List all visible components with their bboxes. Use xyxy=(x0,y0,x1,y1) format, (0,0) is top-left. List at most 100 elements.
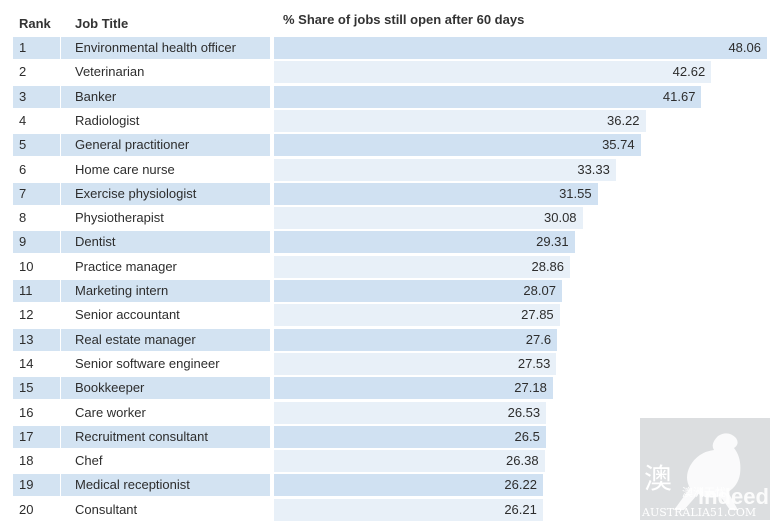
value-label: 31.55 xyxy=(559,185,592,201)
job-title-cell: Home care nurse xyxy=(75,161,175,177)
job-title-cell: Real estate manager xyxy=(61,328,270,351)
rank-cell: 9 xyxy=(13,231,60,254)
bar xyxy=(274,158,616,181)
bar xyxy=(274,377,553,400)
table-row: 18 Chef 26.38 xyxy=(0,450,775,473)
bar xyxy=(274,231,575,254)
bar xyxy=(274,401,547,424)
rank-cell: 4 xyxy=(19,112,27,128)
table-row: 11 Marketing intern 28.07 xyxy=(0,280,775,302)
rank-cell: 20 xyxy=(19,501,34,517)
rank-cell: 1 xyxy=(13,37,60,59)
table-row: 7 Exercise physiologist 31.55 xyxy=(0,182,775,205)
table-row: 15 Bookkeeper 27.18 xyxy=(0,377,775,400)
watermark-cjk-text: 澳洲无忧 xyxy=(682,485,726,499)
value-label: 26.53 xyxy=(507,404,541,420)
bar xyxy=(274,425,546,448)
job-title-cell: Exercise physiologist xyxy=(61,182,270,205)
rank-cell: 2 xyxy=(19,64,27,80)
rank-cell: 19 xyxy=(13,474,60,497)
value-label: 26.5 xyxy=(514,428,540,444)
job-title-cell: Senior software engineer xyxy=(75,355,220,371)
value-label: 33.33 xyxy=(577,161,610,177)
job-title-cell: Senior accountant xyxy=(75,307,180,323)
rank-cell: 16 xyxy=(19,404,34,420)
value-label: 36.22 xyxy=(606,112,640,128)
value-label: 28.07 xyxy=(523,283,556,298)
job-title-cell: Dentist xyxy=(61,231,270,254)
value-label: 28.86 xyxy=(531,258,565,274)
rank-cell: 11 xyxy=(13,280,60,302)
table-row: 14 Senior software engineer 27.53 xyxy=(0,352,775,375)
rank-cell: 12 xyxy=(19,307,34,323)
value-label: 48.06 xyxy=(728,40,761,55)
bar xyxy=(274,134,641,157)
rank-cell: 8 xyxy=(19,210,27,226)
job-title-cell: Chef xyxy=(75,453,103,469)
table-row: 5 General practitioner 35.74 xyxy=(0,134,775,157)
job-title-cell: Radiologist xyxy=(75,112,140,128)
bar xyxy=(274,474,543,497)
table-row: 20 Consultant 26.21 xyxy=(0,498,775,521)
value-label: 27.18 xyxy=(514,380,547,396)
rank-cell: 3 xyxy=(13,85,60,108)
job-title-cell: Recruitment consultant xyxy=(61,425,270,448)
rank-cell: 7 xyxy=(13,182,60,205)
rank-column-header: Rank xyxy=(19,16,51,31)
watermark-indeed-text: indeed xyxy=(698,484,769,509)
rank-cell: 14 xyxy=(19,355,34,371)
table-row: 16 Care worker 26.53 xyxy=(0,401,775,424)
table-header: Rank Job Title % Share of jobs still ope… xyxy=(0,0,775,36)
rank-cell: 18 xyxy=(19,453,34,469)
job-title-cell: Environmental health officer xyxy=(61,37,270,59)
job-title-cell: Practice manager xyxy=(75,258,177,274)
table-row: 6 Home care nurse 33.33 xyxy=(0,158,775,181)
job-title-cell: Medical receptionist xyxy=(61,474,270,497)
value-label: 29.31 xyxy=(536,234,569,250)
bar xyxy=(274,182,598,205)
table-row: 17 Recruitment consultant 26.5 xyxy=(0,425,775,448)
rank-cell: 10 xyxy=(19,258,34,274)
bar xyxy=(274,85,702,108)
table-row: 2 Veterinarian 42.62 xyxy=(0,61,775,84)
bar xyxy=(274,450,545,473)
job-title-cell: Banker xyxy=(61,85,270,108)
bar xyxy=(274,498,543,521)
rank-cell: 15 xyxy=(13,377,60,400)
table-row: 9 Dentist 29.31 xyxy=(0,231,775,254)
table-row: 3 Banker 41.67 xyxy=(0,85,775,108)
job-title-cell: Care worker xyxy=(75,404,146,420)
value-label: 26.21 xyxy=(504,501,537,517)
rank-cell: 17 xyxy=(13,425,60,448)
bar xyxy=(274,61,712,84)
rank-cell: 5 xyxy=(13,134,60,157)
kangaroo-watermark-icon: 澳 澳洲无忧 indeed AUSTRALIA51.COM xyxy=(640,418,770,520)
bar xyxy=(274,255,571,278)
table-row: 12 Senior accountant 27.85 xyxy=(0,304,775,327)
table-row: 10 Practice manager 28.86 xyxy=(0,255,775,278)
watermark-site-text: AUSTRALIA51.COM xyxy=(641,506,756,519)
rank-cell: 6 xyxy=(19,161,27,177)
value-label: 27.85 xyxy=(521,307,554,323)
table-row: 13 Real estate manager 27.6 xyxy=(0,328,775,351)
job-title-cell: Consultant xyxy=(75,501,138,517)
table-row: 19 Medical receptionist 26.22 xyxy=(0,474,775,497)
watermark-cjk-glyph: 澳 xyxy=(644,462,672,495)
bar xyxy=(274,328,558,351)
job-title-cell: Physiotherapist xyxy=(75,210,164,226)
rank-cell: 13 xyxy=(13,328,60,351)
bar xyxy=(274,207,583,230)
value-label: 27.53 xyxy=(517,355,551,371)
job-title-cell: Marketing intern xyxy=(61,280,270,302)
table-row: 4 Radiologist 36.22 xyxy=(0,109,775,132)
value-label: 42.62 xyxy=(672,64,706,80)
bar xyxy=(274,109,646,132)
bar xyxy=(274,280,562,302)
value-label: 26.38 xyxy=(506,453,539,469)
bar xyxy=(274,352,557,375)
value-label: 30.08 xyxy=(544,210,577,226)
job-title-cell: Veterinarian xyxy=(75,64,145,80)
job-title-cell: General practitioner xyxy=(61,134,270,157)
value-label: 27.6 xyxy=(525,331,552,347)
